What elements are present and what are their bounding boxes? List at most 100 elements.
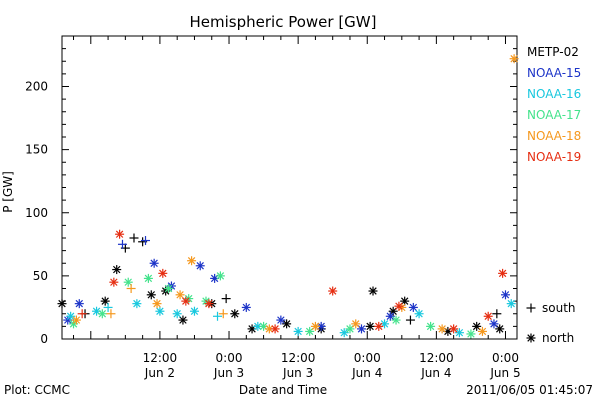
north-point bbox=[449, 324, 459, 334]
north-point bbox=[305, 326, 315, 336]
north-point bbox=[466, 329, 476, 339]
legend-entry: NOAA-15 bbox=[527, 66, 581, 80]
y-tick-label: 50 bbox=[33, 269, 48, 283]
north-point bbox=[498, 268, 508, 278]
south-point bbox=[106, 309, 116, 319]
north-point bbox=[394, 301, 404, 311]
north-point bbox=[158, 268, 168, 278]
north-point bbox=[215, 271, 225, 281]
north-point bbox=[270, 324, 280, 334]
x-tick-date-label: Jun 4 bbox=[420, 366, 451, 380]
x-tick-time-label: 0:00 bbox=[216, 351, 243, 365]
series-noaa-19 bbox=[77, 229, 508, 334]
x-tick-time-label: 0:00 bbox=[354, 351, 381, 365]
x-tick-date-label: Jun 2 bbox=[144, 366, 175, 380]
south-point bbox=[126, 284, 136, 293]
series-noaa-18 bbox=[71, 54, 519, 336]
chart-title: Hemispheric Power [GW] bbox=[190, 13, 377, 31]
south-point bbox=[117, 239, 127, 249]
north-point bbox=[339, 328, 349, 338]
north-point bbox=[112, 265, 122, 275]
north-point bbox=[483, 311, 493, 321]
north-point bbox=[426, 321, 436, 331]
north-point bbox=[71, 315, 81, 325]
series-legend: METP-02 NOAA-15 NOAA-16 NOAA-17 NOAA-18 NOAA-… bbox=[527, 45, 581, 164]
x-tick-time-label: 0:00 bbox=[492, 351, 519, 365]
north-point bbox=[152, 299, 162, 309]
south-point bbox=[141, 236, 151, 246]
north-point bbox=[276, 315, 286, 325]
north-point bbox=[489, 319, 499, 329]
y-tick-label: 200 bbox=[25, 80, 48, 94]
north-point bbox=[57, 299, 67, 309]
x-tick-date-label: Jun 4 bbox=[351, 366, 382, 380]
y-tick-label: 0 bbox=[40, 332, 48, 346]
north-point bbox=[187, 256, 197, 266]
north-point bbox=[500, 290, 510, 300]
north-point bbox=[328, 286, 338, 296]
south-point bbox=[213, 311, 223, 321]
north-point bbox=[100, 296, 110, 306]
north-point bbox=[74, 299, 84, 309]
north-point bbox=[181, 296, 191, 306]
legend-entry: NOAA-18 bbox=[527, 129, 581, 143]
south-point bbox=[405, 315, 415, 325]
north-point bbox=[408, 302, 418, 312]
x-tick-time-label: 12:00 bbox=[419, 351, 454, 365]
x-tick-date-label: Jun 3 bbox=[282, 366, 313, 380]
data-points bbox=[57, 54, 519, 339]
north-point bbox=[123, 277, 133, 287]
north-point bbox=[143, 273, 153, 283]
y-tick-label: 100 bbox=[25, 206, 48, 220]
north-point bbox=[293, 326, 303, 336]
legend-entry: NOAA-16 bbox=[527, 87, 581, 101]
north-point bbox=[365, 321, 375, 331]
marker-legend-symbol bbox=[526, 333, 536, 343]
north-point bbox=[454, 328, 464, 338]
north-point bbox=[175, 290, 185, 300]
north-point bbox=[241, 302, 251, 312]
x-tick-date-label: Jun 5 bbox=[489, 366, 520, 380]
north-point bbox=[146, 290, 156, 300]
north-point bbox=[506, 299, 516, 309]
north-point bbox=[204, 299, 214, 309]
north-point bbox=[391, 315, 401, 325]
north-point bbox=[178, 315, 188, 325]
marker-legend-label: south bbox=[542, 301, 576, 315]
south-point bbox=[77, 309, 87, 319]
north-point bbox=[230, 309, 240, 319]
north-point bbox=[155, 306, 165, 316]
north-point bbox=[310, 321, 320, 331]
north-point bbox=[477, 326, 487, 336]
plot-frame bbox=[61, 35, 518, 340]
north-point bbox=[351, 319, 361, 329]
x-tick-time-label: 12:00 bbox=[143, 351, 178, 365]
north-point bbox=[149, 258, 159, 268]
north-point bbox=[195, 261, 205, 271]
y-axis: 0 50 100 150 200 bbox=[25, 35, 517, 346]
x-tick-date-label: Jun 3 bbox=[213, 366, 244, 380]
north-point bbox=[374, 321, 384, 331]
north-point bbox=[115, 229, 125, 239]
legend-entry: NOAA-19 bbox=[527, 150, 581, 164]
north-point bbox=[109, 277, 119, 287]
north-point bbox=[368, 286, 378, 296]
north-point bbox=[66, 311, 76, 321]
south-point bbox=[103, 302, 113, 312]
series-noaa-17 bbox=[69, 271, 476, 339]
legend-entry: NOAA-17 bbox=[527, 108, 581, 122]
north-point bbox=[437, 324, 447, 334]
marker-legend: south north bbox=[526, 301, 576, 345]
north-point bbox=[414, 309, 424, 319]
north-point bbox=[509, 54, 519, 64]
plot-timestamp: 2011/06/05 01:45:07 bbox=[466, 383, 593, 397]
x-axis-label: Date and Time bbox=[239, 383, 327, 397]
south-point bbox=[492, 309, 502, 319]
north-point bbox=[164, 284, 174, 293]
plot-credit: Plot: CCMC bbox=[4, 383, 70, 397]
north-point bbox=[132, 299, 142, 309]
north-point bbox=[189, 306, 199, 316]
marker-legend-label: north bbox=[542, 331, 574, 345]
